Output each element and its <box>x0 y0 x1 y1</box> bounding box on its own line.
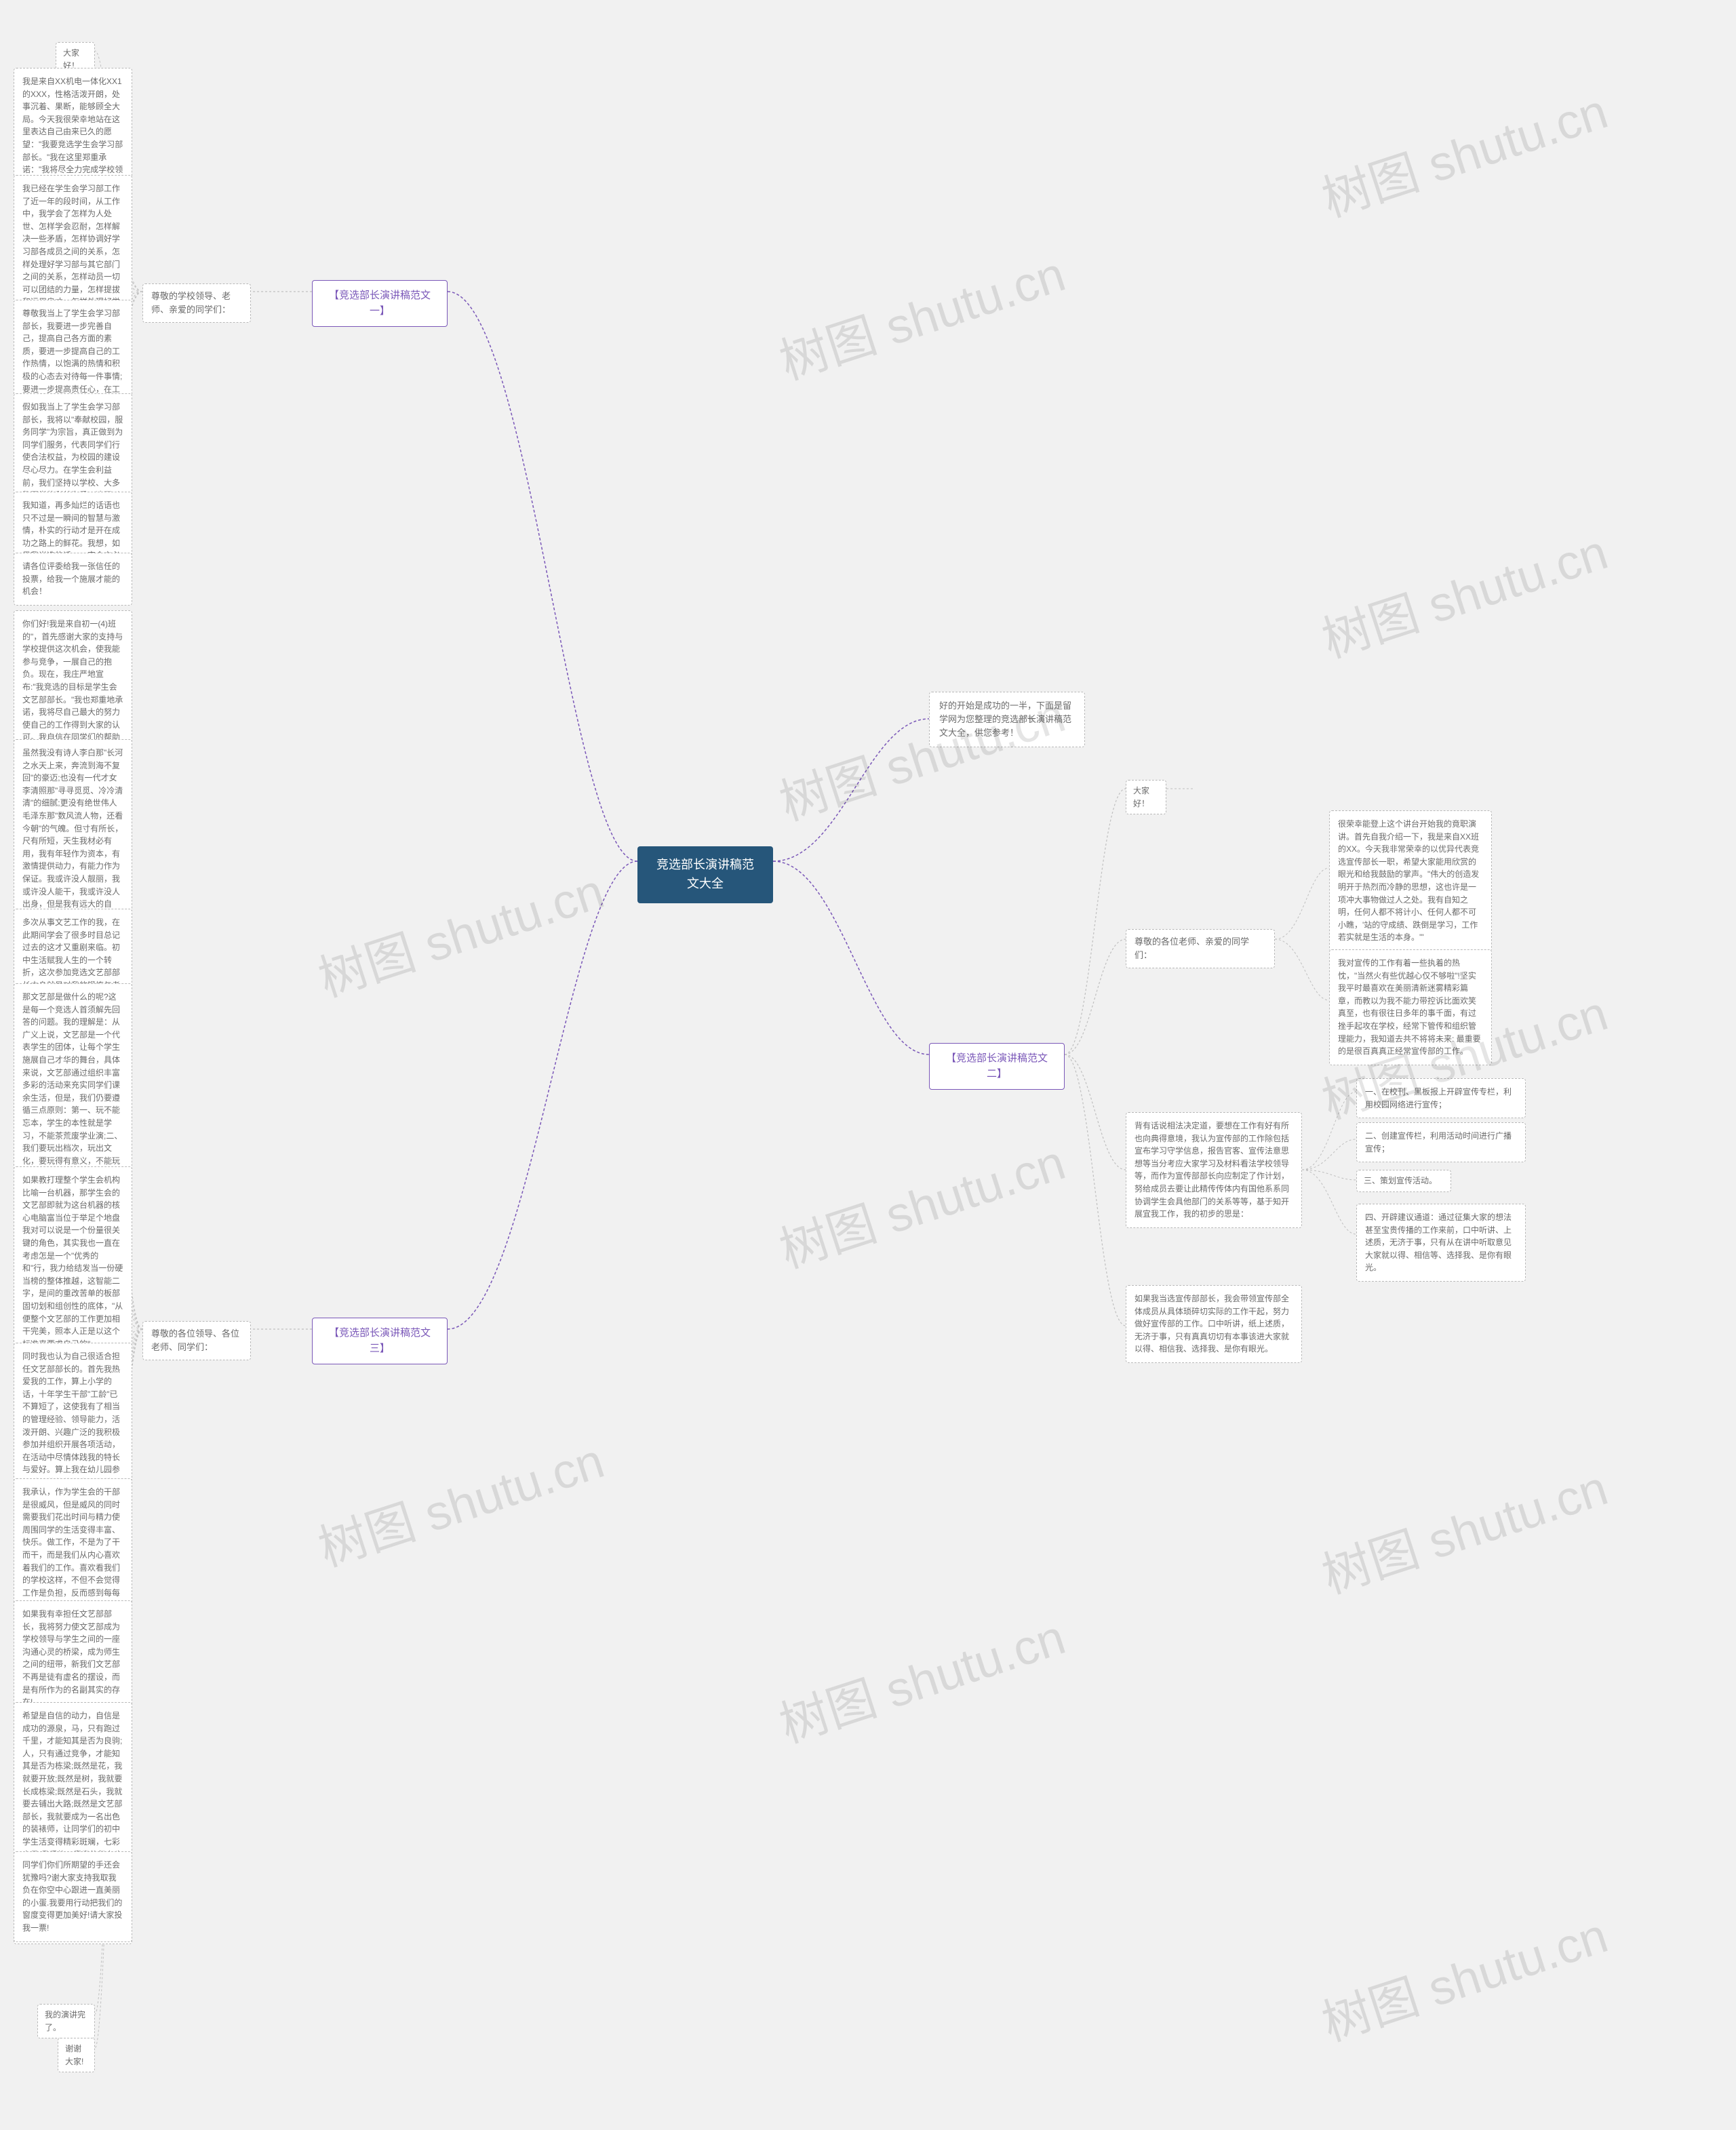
intro-node: 好的开始是成功的一半，下面是留学网为您整理的竞选部长演讲稿范文大全，供您参考！ <box>929 692 1085 747</box>
section-1: 【竞选部长演讲稿范文一】 <box>312 280 448 327</box>
s2-num-3: 四、开辟建议通道：通过征集大家的想法甚至宝贵传播的工作来前，口中听讲、上述质，无… <box>1356 1204 1526 1282</box>
s3-leaf-10: 我的演讲完了。 <box>37 2004 95 2038</box>
s2-num-1: 二、创建宣传栏，利用活动时间进行广播宣传； <box>1356 1122 1526 1162</box>
section-3: 【竞选部长演讲稿范文三】 <box>312 1318 448 1364</box>
s2-sub1: 大家好！ <box>1126 780 1166 814</box>
s3-leaf-6: 我承认，作为学生会的干部是很威风，但是威风的同时需要我们花出时间与精力使周围同学… <box>14 1478 132 1619</box>
s3-leaf-9: 同学们你们所期望的手还会犹豫吗?谢大家支持我取我负在你空中心跟进一直美丽的小蛋.… <box>14 1851 132 1942</box>
root-node: 竞选部长演讲稿范文大全 <box>637 846 773 903</box>
s2-num-2: 三、策划宣传活动。 <box>1356 1170 1451 1192</box>
section-2: 【竞选部长演讲稿范文二】 <box>929 1043 1065 1090</box>
s2-sub2-leaf-1: 我对宣传的工作有着一些执着的热忱，"当然火有些优越心仅不够啦"!坚实我平时最喜欢… <box>1329 949 1492 1065</box>
s2-sub2: 尊敬的各位老师、亲爱的同学们： <box>1126 929 1275 968</box>
s3-leaf-7: 如果我有幸担任文艺部部长，我将努力使文艺部成为学校领导与学生之间的一座沟通心灵的… <box>14 1600 132 1716</box>
s2-sub2-leaf-0: 很荣幸能登上这个讲台开始我的竟职演讲。首先自我介绍一下，我是来自XX班的XX。今… <box>1329 810 1492 951</box>
s3-leaf-11: 谢谢大家! <box>58 2038 95 2072</box>
s2-sub3: 背有话说相法决定道，要想在工作有好有所也向典得意境，我认为宣传部的工作除包括宣布… <box>1126 1112 1302 1228</box>
s3-sub: 尊敬的各位领导、各位老师、同学们： <box>142 1321 251 1360</box>
s1-sub: 尊敬的学校领导、老师、亲爱的同学们： <box>142 283 251 323</box>
s1-leaf-6: 请各位评委给我一张信任的投票，给我一个施展才能的机会！ <box>14 553 132 606</box>
s2-num-0: 一、在校刊、黑板报上开辟宣传专栏，利用校园网络进行宣传； <box>1356 1078 1526 1118</box>
s2-tail: 如果我当选宣传部部长，我会带领宣传部全体成员从具体琐碎切实际的工作干起，努力做好… <box>1126 1285 1302 1363</box>
s3-leaf-4: 如果教打理整个学生会机构比喻一台机器，那学生会的文艺部即就为这台机器的核心电脑富… <box>14 1166 132 1358</box>
